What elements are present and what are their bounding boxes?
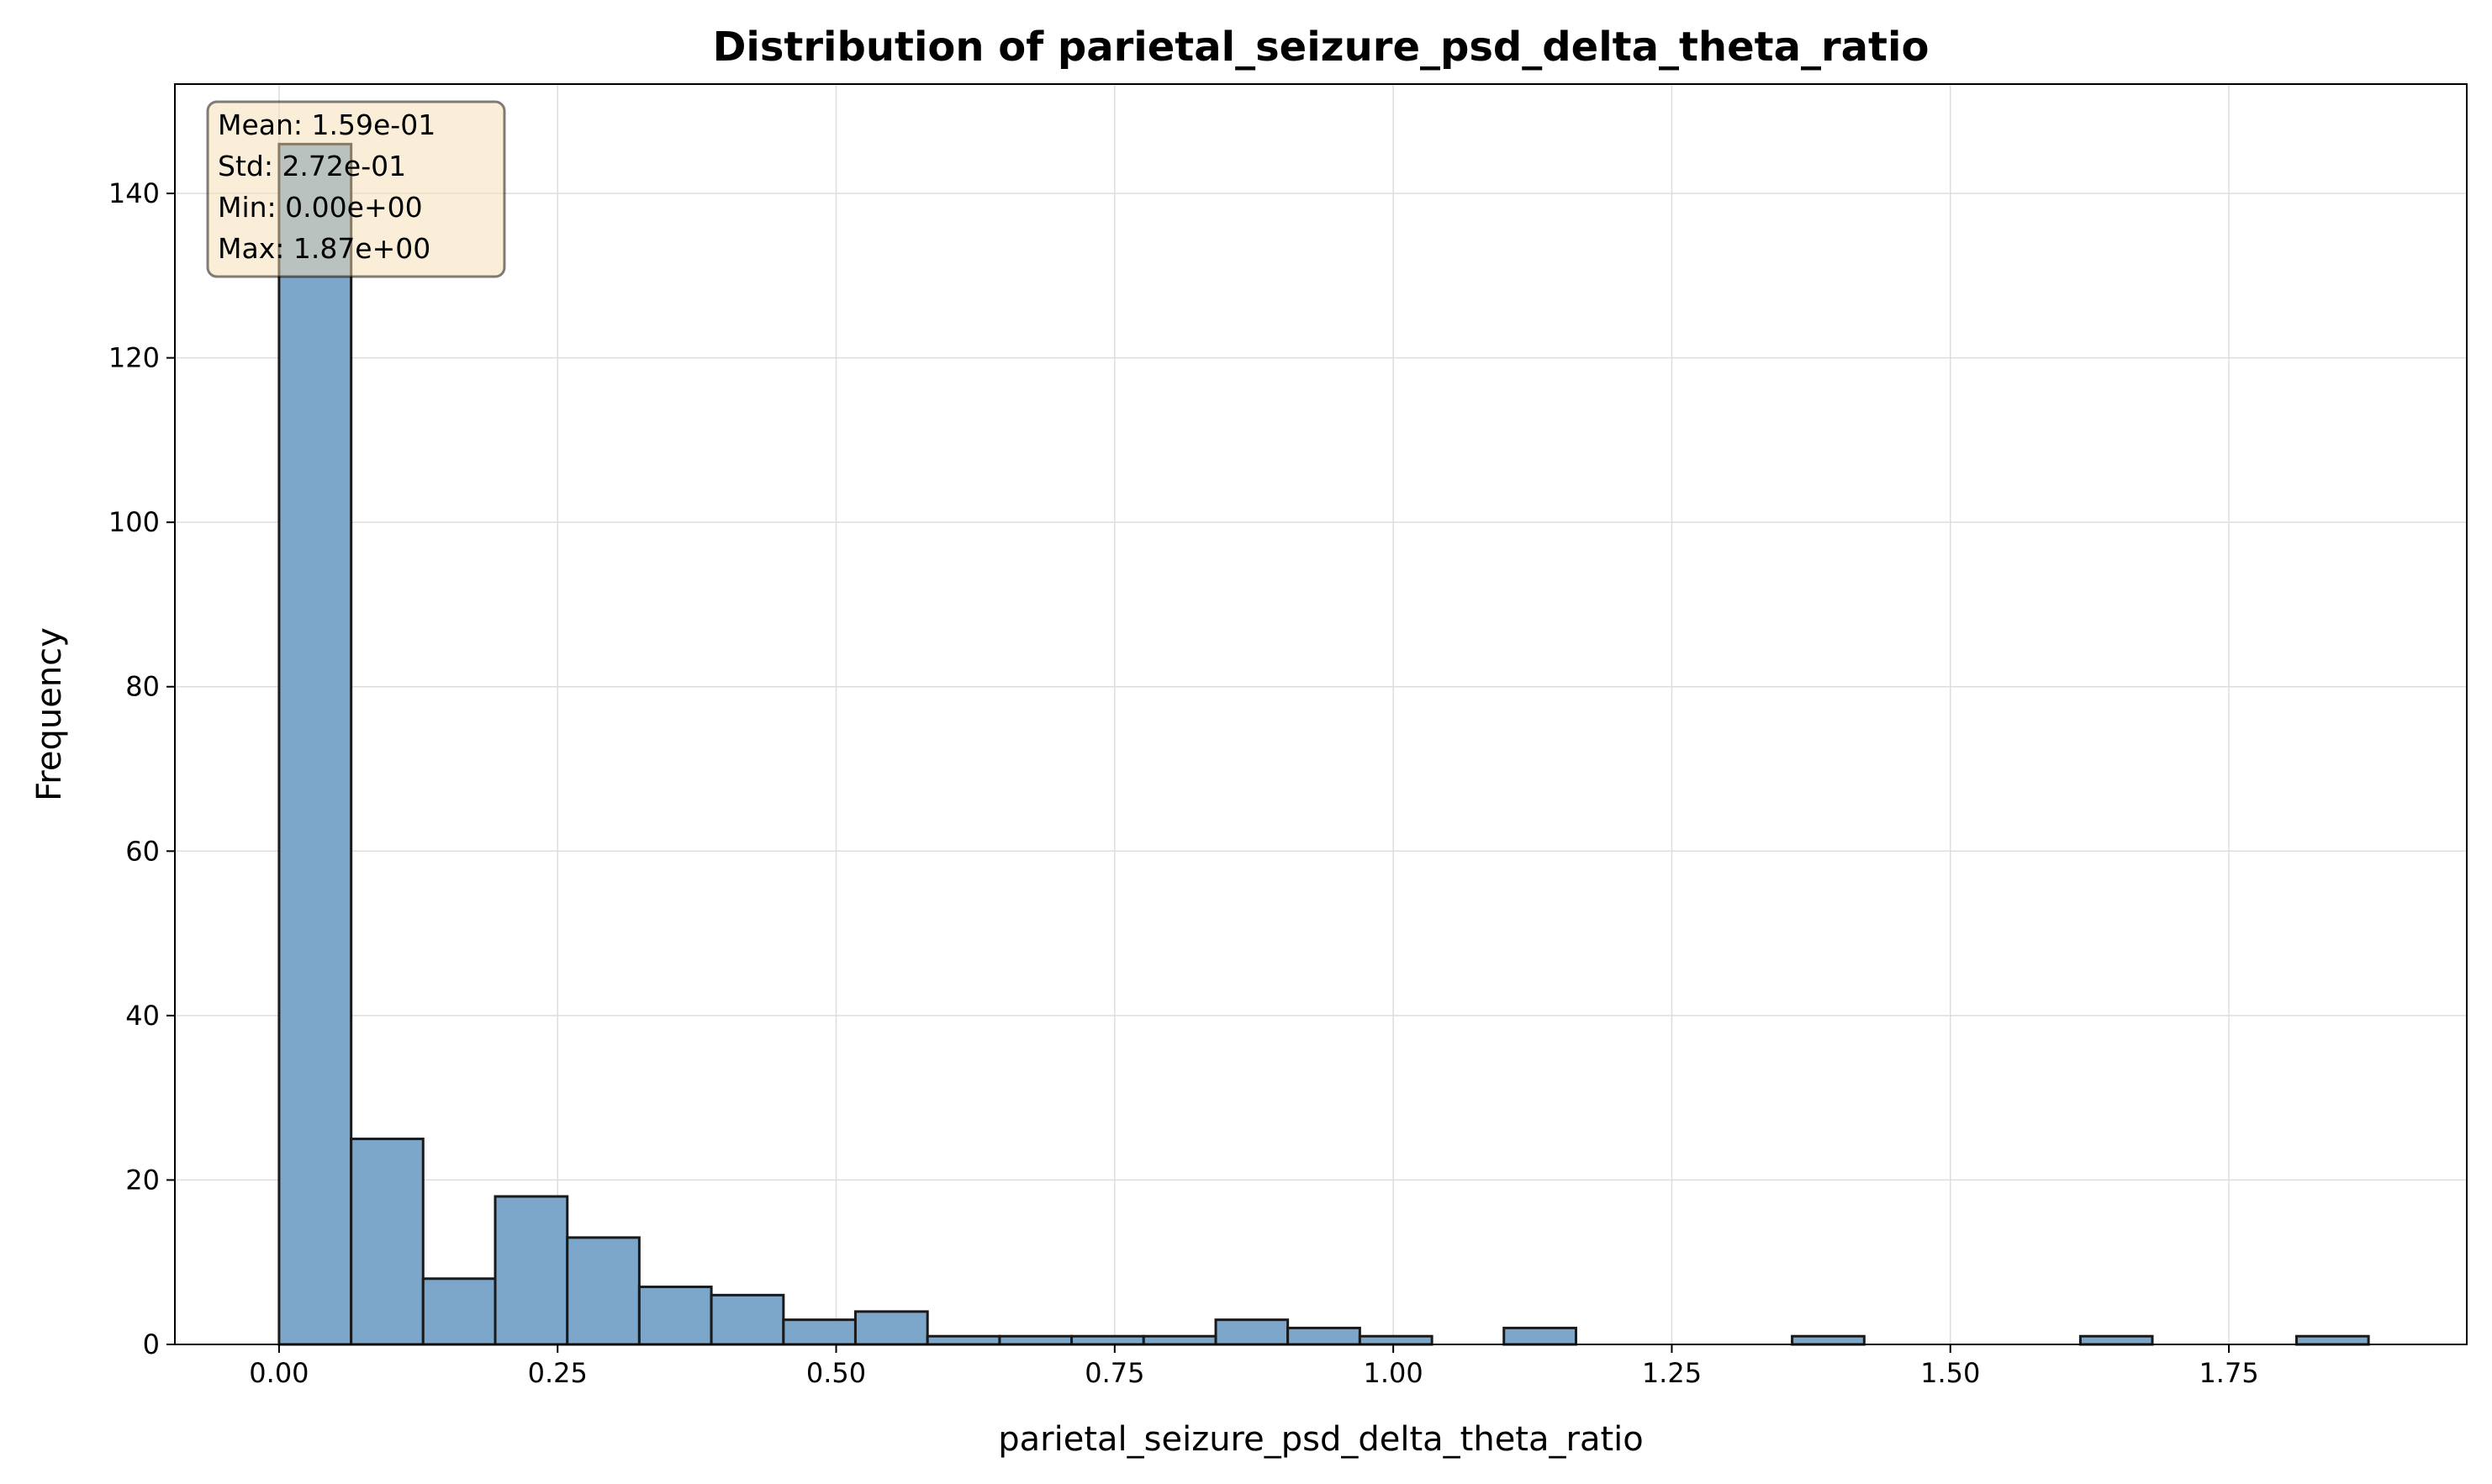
histogram-bar bbox=[782, 1318, 857, 1346]
stats-box: Mean: 1.59e-01 Std: 2.72e-01 Min: 0.00e+… bbox=[206, 100, 506, 278]
chart-title: Distribution of parietal_seizure_psd_del… bbox=[713, 24, 1930, 71]
x-axis-label: parietal_seizure_psd_delta_theta_ratio bbox=[998, 1420, 1643, 1459]
y-tick-label: 80 bbox=[125, 671, 160, 703]
x-tick-label: 1.25 bbox=[1642, 1357, 1702, 1389]
histogram-bar bbox=[566, 1236, 641, 1346]
histogram-bar bbox=[998, 1334, 1074, 1346]
y-axis-label: Frequency bbox=[30, 627, 69, 801]
x-tick-label: 0.25 bbox=[528, 1357, 588, 1389]
y-tick-label: 40 bbox=[125, 1000, 160, 1032]
histogram-bar bbox=[2295, 1334, 2370, 1346]
stats-min: Min: 0.00e+00 bbox=[218, 191, 423, 224]
histogram-bar bbox=[1358, 1334, 1433, 1346]
histogram-bar bbox=[1286, 1326, 1361, 1346]
y-tick-label: 60 bbox=[125, 835, 160, 867]
plot-frame bbox=[174, 83, 2468, 1345]
ticks: 0.00 0.25 0.50 0.75 1.00 1.25 1.50 1.75 0 20 40 60 8… bbox=[108, 177, 2259, 1389]
histogram-bar bbox=[2078, 1334, 2154, 1346]
x-tick-label: 0.00 bbox=[249, 1357, 309, 1389]
histogram-bar bbox=[421, 1277, 497, 1346]
x-tick-label: 0.75 bbox=[1085, 1357, 1144, 1389]
x-tick-label: 1.50 bbox=[1920, 1357, 1980, 1389]
histogram-bar bbox=[350, 1138, 425, 1346]
histogram-bar bbox=[637, 1286, 713, 1346]
histogram-bar bbox=[1070, 1334, 1145, 1346]
stats-std: Std: 2.72e-01 bbox=[218, 150, 406, 182]
histogram-bar bbox=[853, 1310, 929, 1346]
histogram-bar bbox=[926, 1334, 1001, 1346]
stats-mean: Mean: 1.59e-01 bbox=[218, 108, 436, 141]
histogram-bar bbox=[277, 142, 353, 1346]
x-tick-label: 1.00 bbox=[1364, 1357, 1423, 1389]
y-tick-label: 0 bbox=[143, 1328, 160, 1360]
histogram-bar bbox=[710, 1293, 785, 1346]
y-tick-label: 140 bbox=[108, 177, 160, 209]
histogram-bar bbox=[494, 1195, 569, 1346]
histogram-bar bbox=[1502, 1326, 1577, 1346]
histogram-bar bbox=[1214, 1318, 1290, 1346]
x-tick-label: 1.75 bbox=[2199, 1357, 2258, 1389]
histogram-bar bbox=[1142, 1334, 1217, 1346]
stats-max: Max: 1.87e+00 bbox=[218, 232, 430, 265]
stats-box-background bbox=[206, 100, 506, 278]
y-tick-label: 120 bbox=[108, 342, 160, 374]
y-tick-label: 20 bbox=[125, 1164, 160, 1196]
x-tick-label: 0.50 bbox=[806, 1357, 866, 1389]
histogram-bar bbox=[1791, 1334, 1866, 1346]
y-tick-label: 100 bbox=[108, 506, 160, 538]
